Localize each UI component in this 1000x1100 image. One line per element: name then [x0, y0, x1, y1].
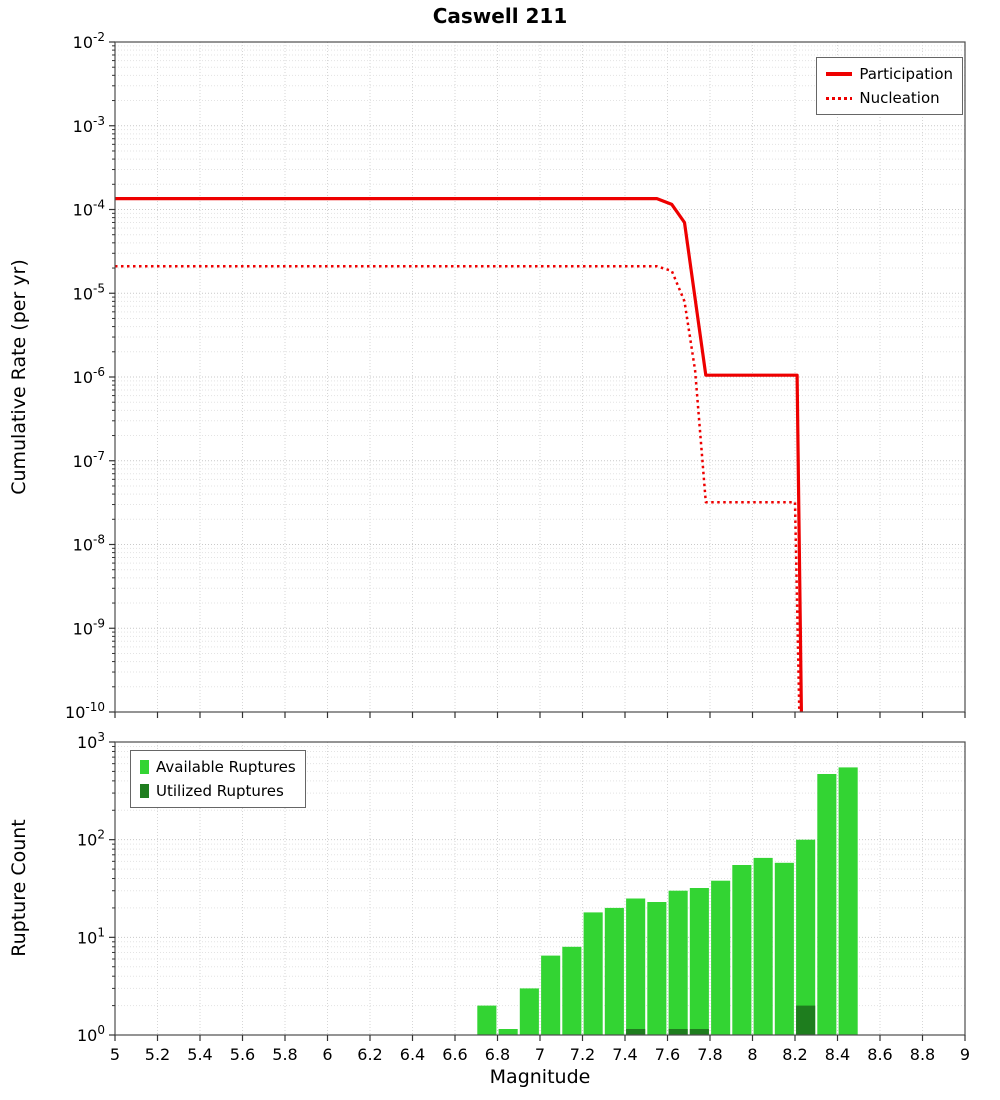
- rupture-legend: Available Ruptures Utilized Ruptures: [130, 750, 306, 808]
- top-y-axis-label: Cumulative Rate (per yr): [8, 259, 30, 495]
- svg-text:7.4: 7.4: [612, 1045, 637, 1064]
- utilized-ruptures-swatch: [140, 784, 149, 798]
- legend-item-utilized-ruptures: Utilized Ruptures: [140, 779, 296, 803]
- svg-text:9: 9: [960, 1045, 970, 1064]
- svg-text:10-9: 10-9: [73, 616, 105, 638]
- svg-text:7.2: 7.2: [570, 1045, 595, 1064]
- bottom-y-axis-label: Rupture Count: [8, 819, 30, 957]
- svg-text:5.4: 5.4: [187, 1045, 212, 1064]
- svg-text:7.8: 7.8: [697, 1045, 722, 1064]
- x-tick-labels: 5 5.2 5.4 5.6 5.8 6 6.2 6.4 6.6 6.8 7 7.2 7.4 7.6 7.8 8…: [110, 1045, 970, 1064]
- svg-text:5.6: 5.6: [230, 1045, 255, 1064]
- cumulative-rate-chart: 10-2 10-3 10-4 10-5 10-6 10-7 10-8 10-9 10-10: [65, 30, 966, 722]
- svg-text:5.8: 5.8: [272, 1045, 297, 1064]
- svg-text:10-8: 10-8: [73, 533, 105, 555]
- svg-text:7.6: 7.6: [655, 1045, 680, 1064]
- svg-text:10-2: 10-2: [73, 30, 105, 52]
- participation-line: [115, 197, 803, 713]
- participation-label: Participation: [859, 65, 953, 83]
- rate-legend: Participation Nucleation: [816, 57, 963, 115]
- svg-text:5.2: 5.2: [145, 1045, 170, 1064]
- axis-ticks: [109, 741, 966, 1041]
- svg-text:10-5: 10-5: [73, 281, 105, 303]
- available-ruptures-swatch: [140, 760, 149, 774]
- nucleation-label: Nucleation: [859, 89, 940, 107]
- available-ruptures-bars: [477, 767, 858, 1035]
- svg-text:8.4: 8.4: [825, 1045, 850, 1064]
- svg-text:10-7: 10-7: [73, 449, 105, 471]
- utilized-ruptures-label: Utilized Ruptures: [156, 782, 284, 800]
- svg-text:6: 6: [322, 1045, 332, 1064]
- svg-text:8.2: 8.2: [782, 1045, 807, 1064]
- chart-title: Caswell 211: [432, 4, 568, 28]
- svg-text:6.4: 6.4: [400, 1045, 425, 1064]
- axis-ticks: [109, 41, 966, 718]
- svg-text:101: 101: [77, 925, 105, 947]
- svg-text:8.8: 8.8: [910, 1045, 935, 1064]
- nucleation-line: [115, 265, 801, 713]
- svg-text:102: 102: [77, 828, 105, 850]
- available-ruptures-label: Available Ruptures: [156, 758, 296, 776]
- participation-line-swatch: [826, 72, 853, 76]
- svg-text:5: 5: [110, 1045, 120, 1064]
- x-axis-label: Magnitude: [489, 1066, 591, 1088]
- y-tick-labels: 103 102 101 100: [77, 730, 105, 1045]
- svg-text:10-3: 10-3: [73, 114, 105, 136]
- gridlines: [115, 42, 965, 712]
- svg-text:103: 103: [77, 730, 105, 752]
- svg-text:10-6: 10-6: [73, 365, 105, 387]
- legend-item-participation: Participation: [826, 62, 953, 86]
- legend-item-nucleation: Nucleation: [826, 86, 953, 110]
- legend-item-available-ruptures: Available Ruptures: [140, 755, 296, 779]
- y-tick-labels: 10-2 10-3 10-4 10-5 10-6 10-7 10-8 10-9 10-10: [65, 30, 105, 722]
- svg-text:8.6: 8.6: [867, 1045, 892, 1064]
- utilized-ruptures-bars: [626, 1005, 816, 1035]
- svg-text:6.8: 6.8: [485, 1045, 510, 1064]
- svg-text:8: 8: [747, 1045, 757, 1064]
- svg-text:100: 100: [77, 1023, 105, 1045]
- svg-text:6.2: 6.2: [357, 1045, 382, 1064]
- svg-text:10-4: 10-4: [73, 198, 105, 220]
- svg-text:10-10: 10-10: [65, 700, 105, 722]
- svg-text:7: 7: [535, 1045, 545, 1064]
- svg-text:6.6: 6.6: [442, 1045, 467, 1064]
- nucleation-line-swatch: [826, 96, 853, 100]
- rupture-count-chart: 103 102 101 100 5 5.2 5.4 5.6 5.8 6 6.2 6.4 6.6 6.8 7 7…: [77, 730, 970, 1064]
